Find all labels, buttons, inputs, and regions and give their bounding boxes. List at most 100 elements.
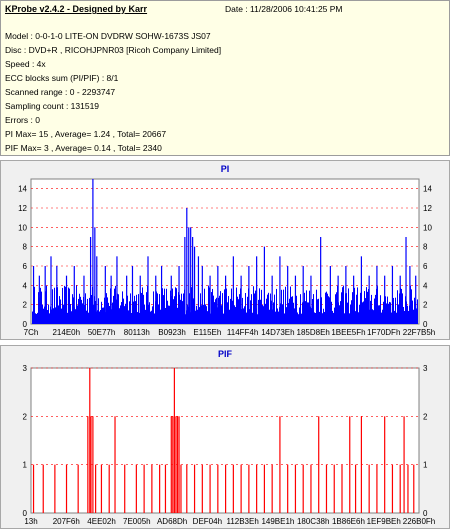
pi-bar	[183, 293, 184, 324]
pi-bar	[375, 294, 376, 324]
pi-bar	[234, 305, 235, 324]
pif-bar	[271, 464, 273, 513]
pi-ytick-right: 12	[423, 204, 432, 213]
pif-bar	[368, 464, 370, 513]
pi-bar	[228, 296, 229, 324]
pi-bar	[368, 289, 369, 324]
pi-bar	[242, 297, 243, 324]
pi-bar	[283, 289, 284, 324]
pi-bar	[76, 285, 77, 324]
pi-bar	[110, 275, 112, 324]
pi-bar	[328, 296, 329, 324]
pi-bar	[395, 297, 396, 324]
pi-ytick-left: 8	[23, 243, 28, 252]
pi-ytick-right: 14	[423, 185, 432, 194]
pi-bar	[92, 179, 94, 324]
pi-bar	[275, 311, 276, 324]
pif-bar	[92, 416, 94, 513]
pi-bar	[173, 299, 174, 324]
pi-bar	[414, 297, 415, 324]
pi-bar	[107, 297, 108, 324]
pi-bar	[249, 309, 250, 324]
pi-bar	[367, 291, 368, 324]
pi-bar	[308, 302, 309, 324]
pif-bar	[164, 464, 167, 513]
pi-bar	[354, 287, 355, 324]
pi-bar	[59, 296, 60, 324]
pif-bar	[310, 464, 312, 513]
pi-chart: 0 0 2 2 4 4 6 6 8 8 10 10 12 12 14 14 7Ch 214E0h 50E77h 801…	[18, 178, 435, 337]
pi-bar	[357, 287, 358, 324]
pi-bar	[251, 294, 252, 324]
pi-bar	[205, 304, 206, 324]
pi-bar	[286, 307, 287, 324]
pi-bar	[187, 304, 188, 324]
pi-bar	[65, 286, 66, 324]
pif-bar	[42, 464, 44, 513]
pi-bar	[64, 285, 65, 324]
pif-bar	[114, 416, 116, 513]
pi-bar	[80, 296, 81, 324]
pi-bar	[163, 295, 164, 324]
pi-bar	[77, 305, 78, 324]
pi-bar	[201, 266, 203, 324]
pi-bar	[415, 275, 417, 324]
pif-bar	[186, 464, 188, 513]
pi-xtick: E115Eh	[193, 328, 221, 337]
pi-bar	[40, 287, 41, 324]
pi-bar	[384, 275, 386, 324]
pi-bar	[135, 301, 136, 324]
pif-bar	[325, 464, 328, 513]
pi-ytick-left: 14	[18, 185, 27, 194]
pi-bar	[393, 297, 394, 324]
pi-bar	[188, 227, 190, 324]
pi-bar	[293, 302, 294, 324]
pi-bar	[203, 304, 204, 324]
pi-ytick-right: 2	[423, 301, 428, 310]
pi-bar	[192, 237, 194, 324]
pi-bar	[345, 266, 347, 324]
pi-bar	[195, 310, 196, 324]
pi-bar	[106, 293, 107, 324]
pi-bar	[366, 287, 367, 324]
pi-bar	[332, 310, 333, 324]
pi-bar	[304, 292, 305, 324]
pi-bar	[239, 294, 240, 324]
pi-bar	[292, 296, 293, 324]
pi-bar	[169, 305, 170, 324]
pi-bar	[370, 300, 371, 324]
pi-bar	[94, 227, 96, 324]
pi-bar	[114, 288, 115, 324]
pi-bar	[372, 309, 373, 324]
pi-bar	[258, 299, 259, 324]
pi-bar	[46, 285, 47, 324]
pif-bar	[178, 416, 180, 513]
pi-bar	[225, 275, 227, 324]
pi-bar	[360, 256, 362, 324]
pi-bar	[211, 292, 212, 324]
pi-bar	[38, 292, 39, 324]
pi-bar	[284, 313, 285, 324]
pi-bar	[347, 302, 348, 324]
pi-bar	[168, 305, 169, 324]
pif-bar	[287, 464, 289, 513]
pi-bar	[120, 305, 121, 324]
pi-bar	[262, 305, 263, 324]
pi-bar	[43, 308, 44, 324]
pi-bar	[388, 303, 389, 324]
pi-bar	[185, 314, 186, 324]
pi-xtick: 185D8Eh	[297, 328, 330, 337]
pif-bar	[143, 464, 145, 513]
pi-bar	[175, 287, 176, 324]
pi-bar	[158, 304, 159, 324]
pi-bar	[82, 303, 83, 324]
pi-bar	[160, 266, 163, 324]
pi-bar	[70, 303, 71, 324]
pi-bar	[56, 266, 58, 324]
pi-bar	[257, 314, 258, 324]
pi-bar	[413, 309, 414, 324]
pi-bar	[85, 293, 86, 324]
pi-bar	[305, 301, 306, 324]
pi-bar	[174, 296, 175, 324]
pi-bar	[336, 292, 337, 324]
